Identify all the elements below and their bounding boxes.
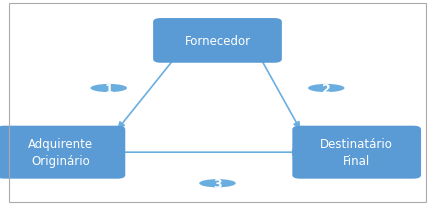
Ellipse shape — [199, 179, 235, 187]
Text: Destinatário
Final: Destinatário Final — [319, 138, 392, 167]
Text: 3: 3 — [213, 177, 221, 190]
FancyBboxPatch shape — [153, 19, 281, 63]
Text: 1: 1 — [104, 82, 113, 95]
FancyBboxPatch shape — [0, 126, 125, 179]
Text: Adquirente
Originário: Adquirente Originário — [28, 138, 93, 167]
Text: Fornecedor: Fornecedor — [184, 35, 250, 48]
Ellipse shape — [307, 84, 344, 93]
Ellipse shape — [90, 84, 127, 93]
FancyBboxPatch shape — [292, 126, 420, 179]
Text: 2: 2 — [321, 82, 330, 95]
